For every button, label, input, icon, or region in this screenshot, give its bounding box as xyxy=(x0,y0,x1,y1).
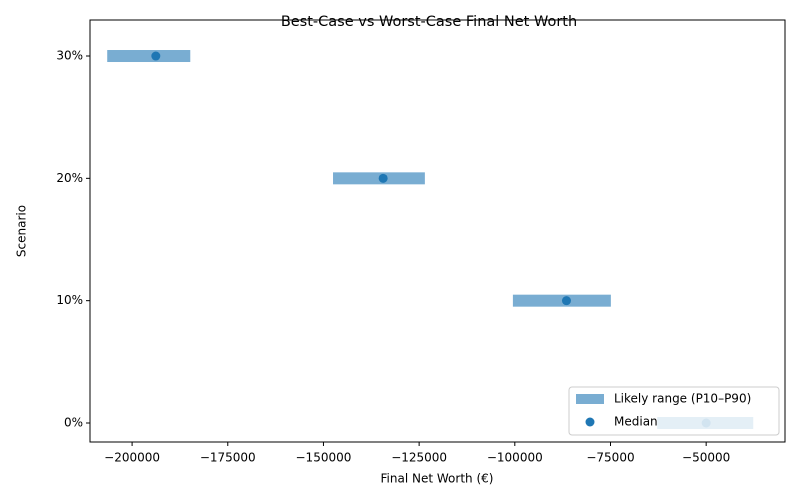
median-point xyxy=(561,296,571,306)
y-axis-label: Scenario xyxy=(15,205,29,257)
range-bar xyxy=(107,50,191,63)
range-bar xyxy=(512,294,611,307)
plot-frame xyxy=(89,19,786,443)
legend: Likely range (P10–P90) Median xyxy=(568,386,780,436)
legend-label: Likely range (P10–P90) xyxy=(614,392,751,406)
legend-box xyxy=(568,386,780,436)
median-point xyxy=(151,51,161,61)
y-tick-label: 30% xyxy=(56,49,83,63)
chart-title: Best-Case vs Worst-Case Final Net Worth xyxy=(281,14,577,30)
x-tick-label: −200000 xyxy=(104,451,160,465)
legend-marker xyxy=(585,417,595,427)
y-tick-label: 0% xyxy=(64,416,83,430)
x-tick-label: −175000 xyxy=(200,451,256,465)
y-tick-label: 10% xyxy=(56,293,83,307)
median-point xyxy=(378,173,388,183)
x-tick-label: −125000 xyxy=(391,451,447,465)
legend-swatch xyxy=(576,394,604,404)
y-tick-label: 20% xyxy=(56,171,83,185)
x-tick-label: −50000 xyxy=(682,451,730,465)
x-tick-label: −150000 xyxy=(296,451,352,465)
x-tick-label: −75000 xyxy=(586,451,634,465)
legend-label: Median xyxy=(614,415,658,429)
x-tick-label: −100000 xyxy=(487,451,543,465)
x-axis-label: Final Net Worth (€) xyxy=(381,472,494,486)
